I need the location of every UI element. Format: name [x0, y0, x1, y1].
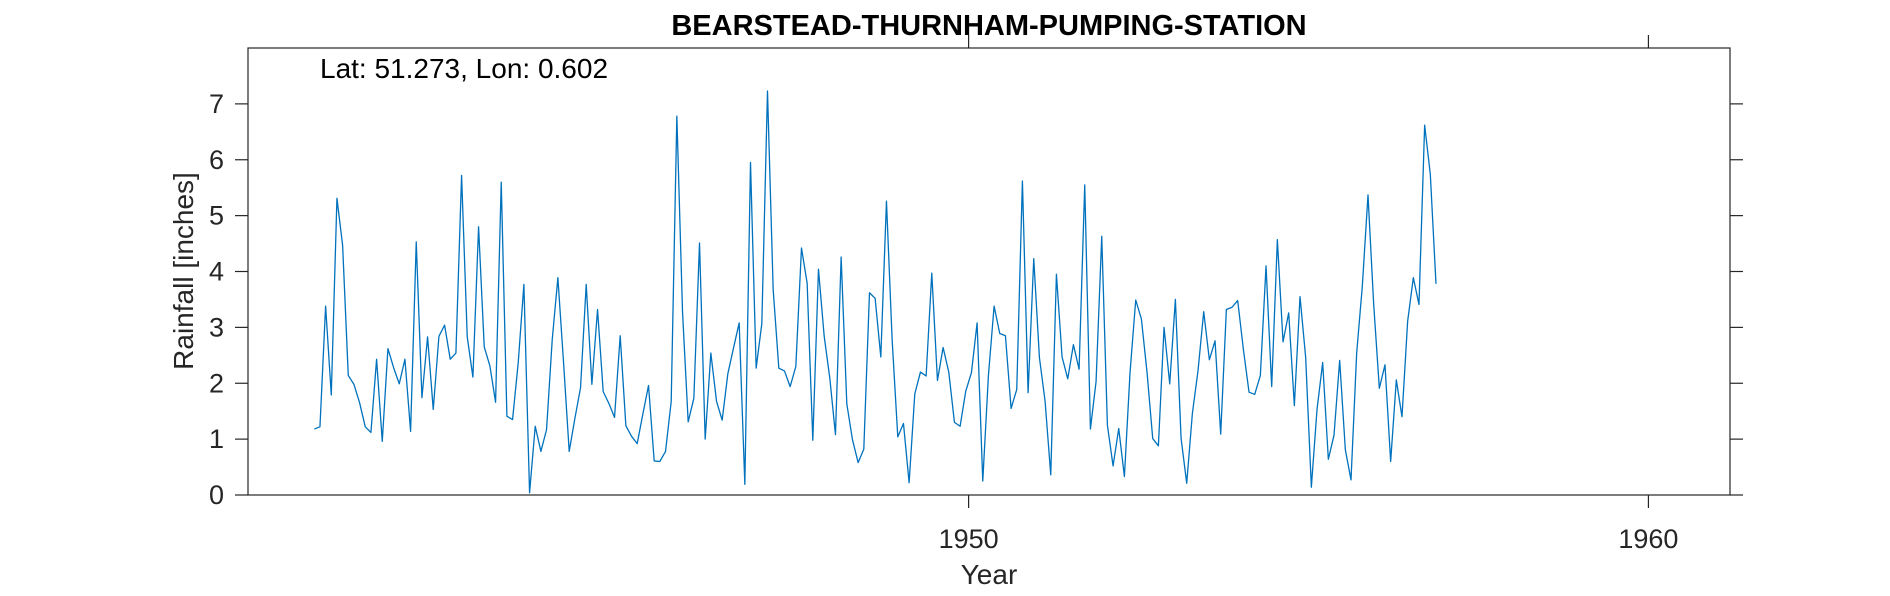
y-tick-label: 2: [209, 368, 224, 398]
data-layer: [314, 90, 1437, 494]
y-tick-label: 7: [209, 89, 224, 119]
plot-area: [247, 47, 1731, 496]
y-tick-label: 5: [209, 201, 224, 231]
y-tick-label: 0: [209, 480, 224, 510]
x-tick-label: 1960: [1618, 524, 1678, 554]
x-axis-label: Year: [961, 559, 1018, 590]
station-location-annotation: Lat: 51.273, Lon: 0.602: [320, 53, 608, 84]
y-tick-label: 1: [209, 424, 224, 454]
chart-title: BEARSTEAD-THURNHAM-PUMPING-STATION: [671, 10, 1306, 42]
rainfall-series-line: [314, 90, 1437, 494]
y-tick-label: 6: [209, 145, 224, 175]
y-axis-label: Rainfall [inches]: [168, 172, 199, 370]
x-tick-label: 1950: [939, 524, 999, 554]
y-tick-label: 4: [209, 257, 224, 287]
y-tick-label: 3: [209, 312, 224, 342]
axis-ticks: 0 1 2 3 4 5 6 7 1950 1960: [209, 35, 1743, 554]
